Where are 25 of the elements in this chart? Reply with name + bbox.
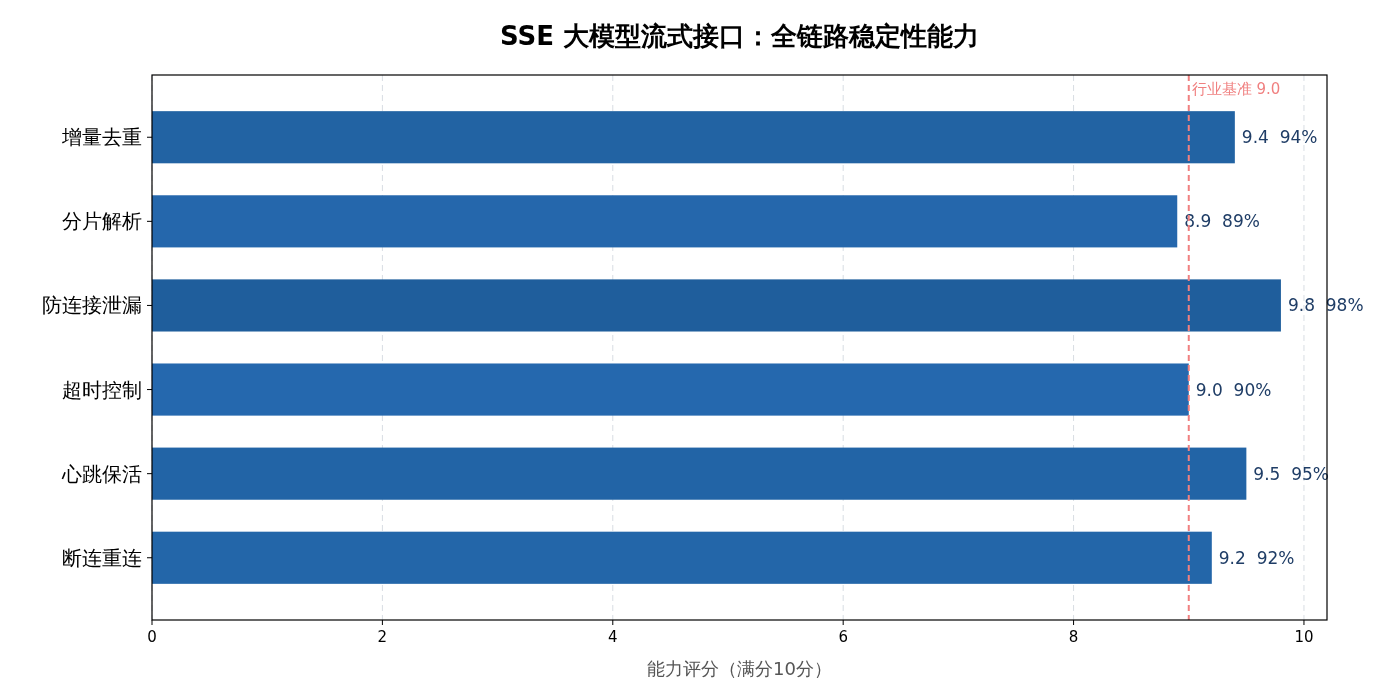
data-label: 9.4 94% xyxy=(1241,127,1318,148)
x-tick-label: 0 xyxy=(147,628,157,646)
x-tick-label: 6 xyxy=(838,628,848,646)
bar xyxy=(152,195,1178,248)
y-tick-label: 防连接泄漏 xyxy=(42,293,142,318)
bar xyxy=(152,279,1281,332)
chart-title: SSE 大模型流式接口：全链路稳定性能力 xyxy=(499,21,980,51)
y-tick-label: 断连重连 xyxy=(62,545,142,570)
bar xyxy=(152,363,1189,416)
data-label: 9.2 92% xyxy=(1218,547,1295,568)
x-tick-label: 4 xyxy=(608,628,618,646)
x-tick-label: 8 xyxy=(1068,628,1079,646)
ref-line-label: 行业基准 9.0 xyxy=(1191,80,1281,98)
bar xyxy=(152,531,1212,584)
x-axis-title: 能力评分（满分10分） xyxy=(647,658,832,679)
bar xyxy=(152,447,1247,500)
y-tick-label: 增量去重 xyxy=(61,125,142,150)
bar xyxy=(152,111,1235,164)
y-tick-label: 超时控制 xyxy=(62,377,142,402)
data-label: 8.9 89% xyxy=(1184,211,1260,232)
y-tick-label: 分片解析 xyxy=(62,209,142,234)
x-tick-label: 2 xyxy=(377,628,388,646)
x-tick-label: 10 xyxy=(1294,628,1314,646)
data-label: 9.0 90% xyxy=(1195,379,1272,400)
y-tick-label: 心跳保活 xyxy=(61,461,142,486)
